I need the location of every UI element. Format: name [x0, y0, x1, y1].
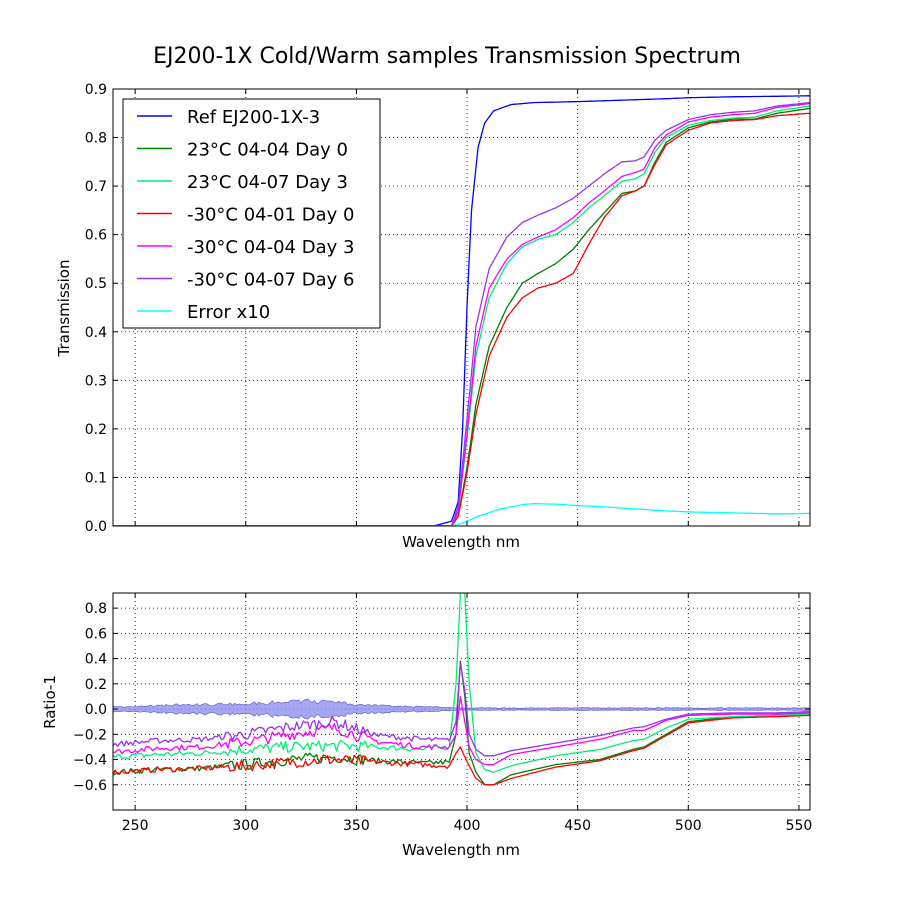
legend: Ref EJ200-1X-3 23°C 04-04 Day 0 23°C 04-07… [122, 98, 381, 329]
legend-label-30c-04-07-day-6: -30°C 04-07 Day 6 [187, 270, 354, 291]
top-plot-frame [112, 88, 811, 527]
top-series-line-30c-04-01-day-0 [113, 112, 810, 526]
bottom-x-tick-label: 400 [454, 818, 481, 834]
bottom-series-line-23c-04-07-day-3 [113, 593, 810, 773]
top-y-tick-label: 0.0 [85, 519, 107, 535]
bottom-x-tick-label: 500 [675, 818, 702, 834]
bottom-y-tick-label: 0.0 [85, 702, 107, 718]
ratio-panel: −0.6 −0.4 −0.2 0.0 0.2 0.4 0.6 0.8 250 300 350 400… [41, 592, 813, 859]
bottom-x-tick-label: 450 [564, 818, 591, 834]
top-series-line-error-x10 [113, 503, 810, 526]
legend-entries: Ref EJ200-1X-3 23°C 04-04 Day 0 23°C 04-07… [137, 107, 354, 323]
top-series-line-30c-04-07-day-6 [113, 101, 810, 526]
top-y-axis-label: Transmission [55, 260, 73, 358]
bottom-x-tick-label: 550 [786, 818, 813, 834]
bottom-y-tick-label: 0.6 [85, 626, 107, 642]
bottom-y-tick-label: 0.2 [85, 677, 107, 693]
top-y-tick-label: 0.5 [85, 276, 107, 292]
legend-label-ref-ej200-1x-3: Ref EJ200-1X-3 [187, 107, 320, 128]
top-series-lines [113, 95, 810, 526]
legend-label-30c-04-04-day-3: -30°C 04-04 Day 3 [187, 237, 354, 258]
top-x-ticks [134, 89, 800, 526]
top-x-axis-label: Wavelength nm [402, 533, 520, 551]
bottom-y-tick-label: −0.2 [73, 727, 107, 743]
top-y-tick-label: 0.2 [85, 422, 107, 438]
bottom-plot-frame [112, 592, 811, 811]
top-y-tick-label: 0.3 [85, 373, 107, 389]
top-series-line-ref-ej200-1x-3 [113, 95, 810, 526]
error-band [113, 698, 810, 720]
top-y-tick-label: 0.6 [85, 228, 107, 244]
top-y-ticks: 0.0 0.1 0.2 0.3 0.4 0.5 0.6 0.7 0.8 0.9 [85, 82, 810, 535]
legend-label-error-x10: Error x10 [187, 302, 270, 323]
figure-title: EJ200-1X Cold/Warm samples Transmission … [153, 44, 741, 69]
top-y-tick-label: 0.4 [85, 325, 107, 341]
bottom-series-line-30c-04-07-day-6 [113, 663, 810, 757]
bottom-series-line-30c-04-04-day-3 [113, 695, 810, 766]
transmission-panel: 0.0 0.1 0.2 0.3 0.4 0.5 0.6 0.7 0.8 0.9 Wavelengt… [55, 82, 811, 551]
bottom-x-tick-label: 350 [343, 818, 370, 834]
bottom-y-tick-label: −0.6 [73, 778, 107, 794]
bottom-x-ticks: 250 300 350 400 450 500 550 [122, 593, 813, 834]
top-y-tick-label: 0.9 [85, 82, 107, 98]
bottom-y-tick-label: 0.4 [85, 652, 107, 668]
top-series-line-30c-04-04-day-3 [113, 102, 810, 526]
bottom-y-axis-label: Ratio-1 [41, 675, 59, 729]
bottom-y-ticks: −0.6 −0.4 −0.2 0.0 0.2 0.4 0.6 0.8 [73, 601, 810, 794]
bottom-y-tick-label: 0.8 [85, 601, 107, 617]
bottom-series-lines [113, 593, 810, 786]
bottom-x-tick-label: 300 [232, 818, 259, 834]
bottom-error-band [113, 698, 810, 720]
legend-label-23c-04-07-day-3: 23°C 04-07 Day 3 [187, 172, 348, 193]
top-y-tick-label: 0.1 [85, 470, 107, 486]
bottom-series-line-30c-04-01-day-0 [113, 714, 810, 786]
top-y-tick-label: 0.7 [85, 179, 107, 195]
top-y-tick-label: 0.8 [85, 131, 107, 147]
bottom-y-tick-label: −0.4 [73, 753, 107, 769]
legend-label-30c-04-01-day-0: -30°C 04-01 Day 0 [187, 205, 354, 226]
legend-label-23c-04-04-day-0: 23°C 04-04 Day 0 [187, 140, 348, 161]
bottom-x-axis-label: Wavelength nm [402, 841, 520, 859]
bottom-x-tick-label: 250 [122, 818, 149, 834]
